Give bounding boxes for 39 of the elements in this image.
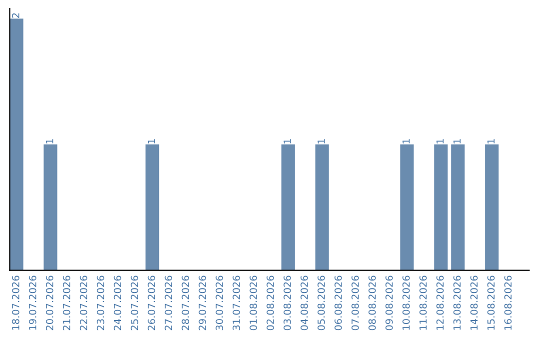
x-tick-label: 07.08.2026 [352, 276, 359, 330]
data-label: 1 [436, 139, 444, 144]
x-tick-label: 03.08.2026 [284, 276, 291, 330]
x-tick-label: 10.08.2026 [402, 276, 410, 330]
x-tick-label: 14.08.2026 [470, 276, 478, 330]
data-label: 1 [284, 139, 291, 144]
x-tick-label: 30.07.2026 [216, 276, 224, 330]
data-label: 1 [453, 139, 461, 144]
x-tick-label: 06.08.2026 [334, 276, 342, 330]
x-tick-label: 02.08.2026 [266, 276, 274, 330]
x-tick-label: 09.08.2026 [385, 276, 393, 330]
x-tick-label: 24.07.2026 [114, 276, 122, 330]
x-tick-label: 21.07.2026 [62, 276, 70, 330]
x-tick-label: 15.08.2026 [487, 276, 495, 330]
data-label: 1 [402, 139, 410, 144]
x-tick-label: 31.07.2026 [232, 276, 240, 330]
x-tick-label: 16.08.2026 [504, 276, 512, 330]
x-tick-label: 04.08.2026 [300, 276, 308, 330]
x-tick-label: 23.07.2026 [96, 276, 104, 330]
x-tick-label: 13.08.2026 [453, 276, 461, 330]
x-tick-label: 28.07.2026 [182, 276, 190, 330]
data-label: 1 [318, 139, 325, 144]
x-tick-label: 08.08.2026 [368, 276, 376, 330]
x-tick-label: 19.07.2026 [28, 276, 36, 330]
x-tick-label: 18.07.2026 [12, 276, 20, 330]
x-tick-label: 27.07.2026 [164, 276, 172, 330]
x-tick-label: 29.07.2026 [198, 276, 206, 330]
x-tick-label: 12.08.2026 [436, 276, 444, 330]
data-label: 2 [12, 13, 20, 18]
x-tick-label: 20.07.2026 [46, 276, 54, 330]
x-tick-label: 05.08.2026 [318, 276, 325, 330]
data-label: 1 [148, 139, 156, 144]
data-label: 1 [46, 139, 54, 144]
x-tick-label: 26.07.2026 [148, 276, 156, 330]
x-tick-label: 11.08.2026 [419, 276, 427, 330]
data-label: 1 [487, 139, 495, 144]
x-tick-label: 25.07.2026 [130, 276, 138, 330]
x-tick-label: 22.07.2026 [80, 276, 88, 330]
x-tick-label: 01.08.2026 [250, 276, 257, 330]
